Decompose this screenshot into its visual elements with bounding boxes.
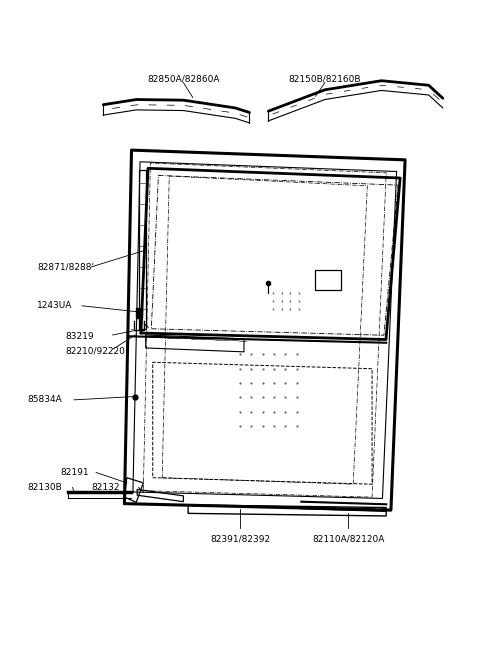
Text: 82132: 82132 bbox=[91, 483, 120, 492]
Text: 82850A/82860A: 82850A/82860A bbox=[147, 74, 220, 83]
Text: 82871/8288': 82871/8288' bbox=[37, 262, 94, 271]
Text: 82150B/82160B: 82150B/82160B bbox=[288, 74, 361, 83]
Text: 82130B: 82130B bbox=[28, 483, 62, 492]
Text: 82391/82392: 82391/82392 bbox=[210, 535, 270, 544]
Text: 85834A: 85834A bbox=[28, 396, 62, 404]
Text: 1243UA: 1243UA bbox=[37, 302, 72, 310]
Text: 82210/92220: 82210/92220 bbox=[65, 347, 125, 355]
Bar bbox=[315, 270, 341, 290]
Text: 83219: 83219 bbox=[65, 332, 94, 341]
Text: 82110A/82120A: 82110A/82120A bbox=[312, 535, 384, 544]
Bar bbox=[136, 307, 143, 318]
Text: 82191: 82191 bbox=[61, 468, 89, 477]
